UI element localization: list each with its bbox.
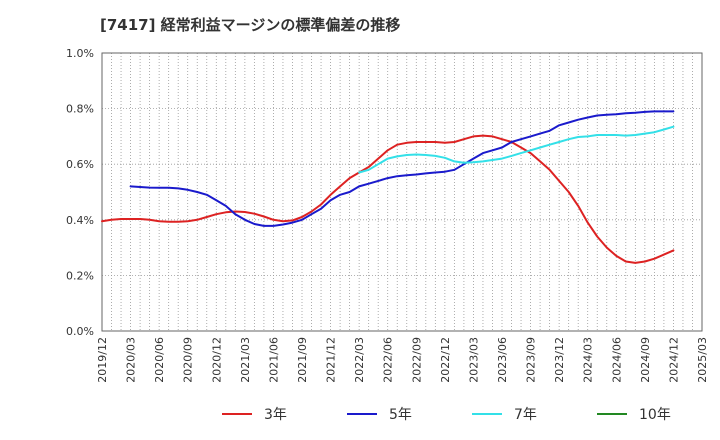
x-tick-label: 2020/06 [153,337,166,383]
legend-label: 7年 [514,407,537,423]
x-tick-label: 2024/12 [667,337,680,383]
x-tick-label: 2021/03 [239,337,252,383]
y-tick-label: 0.6% [66,158,94,171]
x-tick-label: 2020/12 [210,337,223,383]
legend-label: 10年 [639,407,671,423]
x-tick-label: 2021/12 [325,337,338,383]
y-tick-label: 0.8% [66,103,94,116]
x-tick-label: 2023/06 [496,337,509,383]
x-tick-label: 2025/03 [696,337,709,383]
y-tick-label: 0.4% [66,214,94,227]
x-tick-label: 2023/12 [553,337,566,383]
legend-label: 3年 [264,407,287,423]
x-tick-label: 2022/03 [353,337,366,383]
x-tick-label: 2021/09 [296,337,309,383]
chart-title: [7417] 経常利益マージンの標準偏差の推移 [100,16,401,34]
series-line [358,125,675,174]
plot-area [101,52,703,332]
x-tick-label: 2021/06 [267,337,280,383]
x-tick-label: 2022/06 [382,337,395,383]
x-tick-label: 2024/09 [639,337,652,383]
series-line [129,110,675,227]
x-tick-label: 2022/12 [439,337,452,383]
y-tick-label: 0.2% [66,269,94,282]
series-line [101,134,675,264]
x-tick-label: 2023/03 [467,337,480,383]
y-tick-label: 1.0% [66,47,94,60]
x-tick-label: 2020/03 [125,337,138,383]
x-tick-label: 2024/03 [582,337,595,383]
x-tick-label: 2022/09 [410,337,423,383]
x-tick-label: 2019/12 [96,337,109,383]
x-tick-label: 2024/06 [610,337,623,383]
y-tick-label: 0.0% [66,325,94,338]
x-tick-label: 2023/09 [525,337,538,383]
legend-label: 5年 [389,407,412,423]
x-tick-label: 2020/09 [182,337,195,383]
